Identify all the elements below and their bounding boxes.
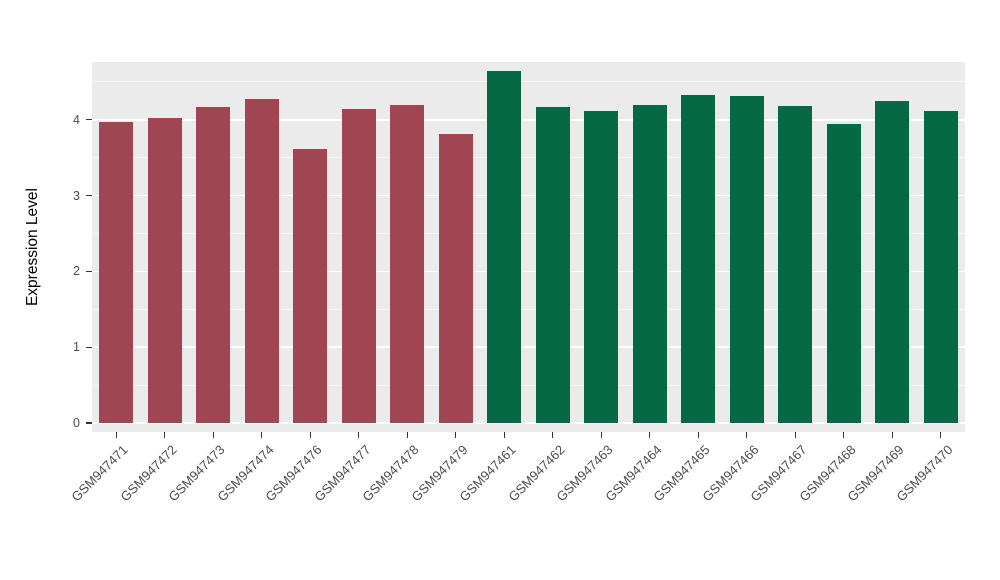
bar <box>584 110 619 423</box>
bar <box>632 105 667 423</box>
bar <box>99 122 134 423</box>
x-axis-tick-mark <box>940 432 942 438</box>
bar <box>390 104 425 423</box>
bar <box>244 98 279 423</box>
gridline-major <box>92 346 965 348</box>
bar <box>147 118 182 423</box>
plot-panel <box>92 62 965 432</box>
y-axis-tick-label: 3 <box>73 188 80 203</box>
bar <box>487 70 522 423</box>
gridline-major <box>92 270 965 273</box>
x-axis-tick-mark <box>746 432 748 438</box>
x-axis-tick-mark <box>697 432 699 438</box>
bar <box>535 106 570 423</box>
x-axis-tick-mark <box>358 432 360 438</box>
gridline-minor <box>92 308 965 310</box>
y-axis-title-text: Expression Level <box>24 187 41 307</box>
y-axis-tick-label: 2 <box>73 264 80 279</box>
bar <box>196 106 231 423</box>
x-axis-tick-mark <box>261 432 263 438</box>
x-axis-tick-mark <box>406 432 408 438</box>
x-axis-tick-mark <box>794 432 796 438</box>
x-axis-tick-mark <box>115 432 117 438</box>
x-axis-tick-mark <box>843 432 845 438</box>
x-axis-tick-mark <box>212 432 214 438</box>
y-axis-tick-mark <box>86 119 92 121</box>
gridline-major <box>92 119 965 121</box>
gridline-major <box>92 194 965 197</box>
y-axis-tick-mark <box>86 346 92 348</box>
x-axis-tick-mark <box>891 432 893 438</box>
x-axis-tick-mark <box>455 432 457 438</box>
x-axis-tick-mark <box>552 432 554 438</box>
y-axis-tick-mark <box>86 422 92 424</box>
gridline-minor <box>92 233 965 234</box>
y-axis-tick-mark <box>86 270 92 272</box>
y-axis-tick-mark <box>86 195 92 197</box>
y-axis-tick-label: 0 <box>73 416 80 430</box>
bar <box>293 148 328 423</box>
gridline-minor <box>92 384 965 386</box>
gridline-minor <box>92 157 965 159</box>
x-axis-tick-mark <box>503 432 505 438</box>
bar <box>923 110 958 423</box>
y-axis-title: Expression Level <box>18 62 48 432</box>
bar <box>826 123 861 423</box>
x-axis-tick-mark <box>309 432 311 438</box>
y-axis-tick-label: 1 <box>73 340 80 355</box>
bar <box>681 94 716 423</box>
gridline-major <box>92 422 965 424</box>
bar <box>778 106 813 423</box>
bar <box>438 134 473 423</box>
bar <box>341 109 376 423</box>
bar <box>729 96 764 423</box>
y-axis-tick-label: 4 <box>73 112 80 127</box>
x-axis-tick-mark <box>164 432 166 438</box>
x-axis-tick-mark <box>649 432 651 438</box>
x-axis-tick-mark <box>600 432 602 438</box>
gridline-minor <box>92 81 965 83</box>
bar <box>875 100 910 423</box>
